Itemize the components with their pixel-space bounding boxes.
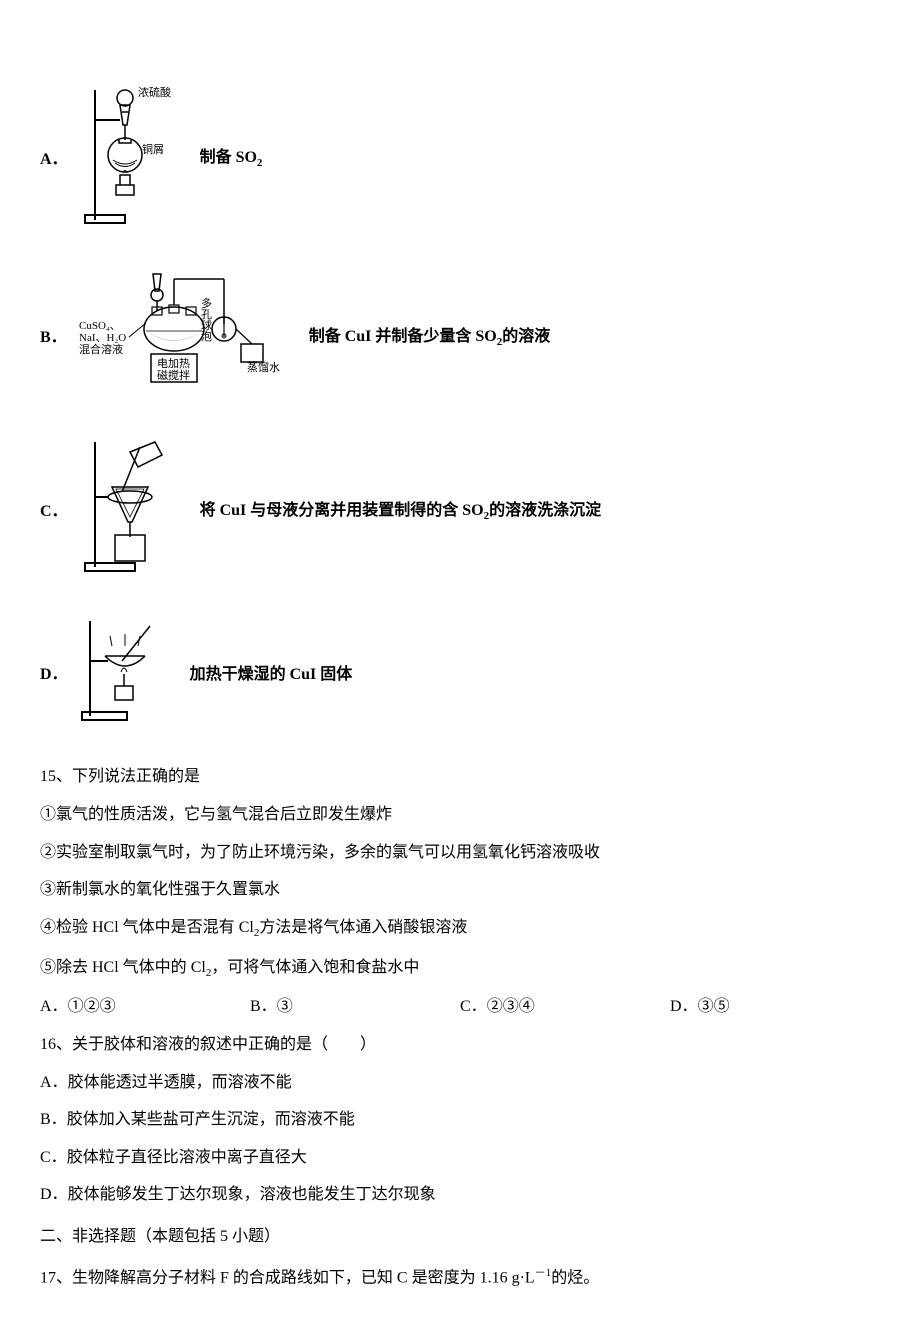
option-label-b: B． <box>40 325 67 351</box>
diagram-b: CuSO₄、 NaI、H₂O 混合溶液 多 孔 球 泡 <box>79 269 289 408</box>
option-label-c: C． <box>40 499 68 525</box>
diagram-c <box>80 437 180 586</box>
q15-stem: 15、下列说法正确的是 <box>40 764 880 790</box>
q16-choice-a: A．胶体能透过半透膜，而溶液不能 <box>40 1070 880 1096</box>
option-text-b: 制备 CuI 并制备少量含 SO2的溶液 <box>309 324 880 352</box>
b-left-2: NaI、H₂O <box>79 332 126 344</box>
label-nongliusuan: 浓硫酸 <box>138 85 171 99</box>
q14-option-a: A． 浓硫酸 铜屑 制备 SO2 <box>40 80 880 239</box>
label-tongxie: 铜屑 <box>142 142 164 156</box>
section-2-title: 二、非选择题（本题包括 5 小题） <box>40 1224 880 1250</box>
option-text-c: 将 CuI 与母液分离并用装置制得的含 SO2的溶液洗涤沉淀 <box>200 498 880 526</box>
q15-choices: A．①②③ B．③ C．②③④ D．③⑤ <box>40 994 880 1020</box>
q14-option-b: B． CuSO₄、 NaI、H₂O 混合溶液 多 孔 <box>40 269 880 408</box>
diagram-d <box>80 616 170 735</box>
b-left-3: 混合溶液 <box>79 342 123 356</box>
q15-line-2: ②实验室制取氯气时，为了防止环境污染，多余的氯气可以用氢氧化钙溶液吸收 <box>40 840 880 866</box>
q15-line-4: ④检验 HCl 气体中是否混有 Cl2方法是将气体通入硝酸银溶液 <box>40 915 880 943</box>
b-bubble-4: 泡 <box>201 329 212 343</box>
q14-option-d: D． 加热干燥湿的 CuI 固体 <box>40 616 880 735</box>
q16-stem: 16、关于胶体和溶液的叙述中正确的是（ ） <box>40 1032 880 1058</box>
q15-line-3: ③新制氯水的氧化性强于久置氯水 <box>40 877 880 903</box>
b-heater2: 磁搅拌 <box>157 368 190 382</box>
q15-choice-a: A．①②③ <box>40 994 250 1020</box>
diagram-a: 浓硫酸 铜屑 <box>80 80 180 239</box>
q15-line-5: ⑤除去 HCl 气体中的 Cl2，可将气体通入饱和食盐水中 <box>40 955 880 983</box>
q15-choice-d: D．③⑤ <box>670 994 880 1020</box>
option-text-a: 制备 SO2 <box>200 145 880 173</box>
b-bubble-3: 球 <box>201 318 212 332</box>
q15-line-1: ①氯气的性质活泼，它与氢气混合后立即发生爆炸 <box>40 802 880 828</box>
q17-stem: 17、生物降解高分子材料 F 的合成路线如下，已知 C 是密度为 1.16 g·… <box>40 1265 880 1291</box>
option-label-d: D． <box>40 662 68 688</box>
b-distilled: 蒸馏水 <box>247 360 280 374</box>
q15-choice-c: C．②③④ <box>460 994 670 1020</box>
b-heater1: 电加热 <box>157 357 190 370</box>
q14-option-c: C． 将 CuI 与母液分离并用装置制得的含 SO2的溶液洗涤沉淀 <box>40 437 880 586</box>
b-bubble-1: 多 <box>201 296 212 310</box>
q16-choice-b: B．胶体加入某些盐可产生沉淀，而溶液不能 <box>40 1107 880 1133</box>
q15-choice-b: B．③ <box>250 994 460 1020</box>
b-left-1: CuSO₄、 <box>79 320 121 332</box>
option-label-a: A． <box>40 147 68 173</box>
option-text-d: 加热干燥湿的 CuI 固体 <box>190 662 880 688</box>
q16-choice-d: D．胶体能够发生丁达尔现象，溶液也能发生丁达尔现象 <box>40 1182 880 1208</box>
q16-choice-c: C．胶体粒子直径比溶液中离子直径大 <box>40 1145 880 1171</box>
